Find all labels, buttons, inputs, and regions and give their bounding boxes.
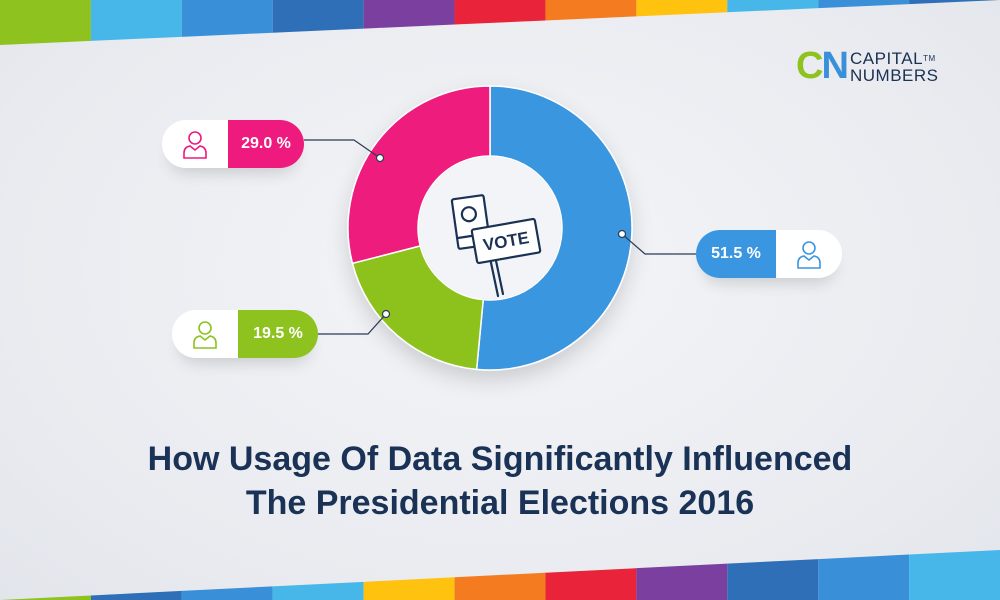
leader-dot <box>381 309 391 319</box>
stripe-segment <box>272 581 364 600</box>
logo-initials: CN <box>796 45 849 87</box>
stripe-segment <box>909 550 1000 600</box>
stripe-segment <box>727 0 819 13</box>
stripe-segment <box>636 0 728 17</box>
stripe-segment <box>454 572 546 600</box>
person-icon <box>172 310 238 358</box>
stripe-segment <box>818 0 910 9</box>
leader-line <box>318 313 387 335</box>
stripe-segment <box>90 0 182 41</box>
stripe-segment <box>0 0 91 45</box>
slice-value-pink: 29.0 % <box>228 120 304 168</box>
stripe-segment <box>818 554 910 600</box>
leader-dot <box>375 153 385 163</box>
stripe-segment <box>363 0 455 29</box>
logo-words: CAPITALTM NUMBERS <box>850 50 939 84</box>
leader-lines <box>304 139 696 335</box>
stripe-segment <box>545 568 637 600</box>
slice-label-blue: 51.5 % <box>696 230 842 278</box>
leader-dot <box>617 229 627 239</box>
leader-line <box>304 139 381 159</box>
logo-line-2: NUMBERS <box>850 66 939 85</box>
bottom-color-stripes <box>0 550 1000 600</box>
brand-logo: CN CAPITALTM NUMBERS <box>796 46 966 90</box>
vote-sign-icon: VOTE <box>450 194 542 298</box>
title-line-1: How Usage Of Data Significantly Influenc… <box>147 440 853 478</box>
slice-label-green: 19.5 % <box>172 310 318 358</box>
slice-value-green: 19.5 % <box>238 310 318 358</box>
page-title: How Usage Of Data Significantly Influenc… <box>100 437 900 525</box>
person-icon <box>162 120 228 168</box>
stripe-segment <box>90 590 182 600</box>
stripe-segment <box>181 0 273 37</box>
leader-line <box>621 233 696 255</box>
slice-label-pink: 29.0 % <box>162 120 304 168</box>
person-icon <box>776 230 842 278</box>
title-line-2: The Presidential Elections 2016 <box>245 484 755 522</box>
slice-value-blue: 51.5 % <box>696 230 776 278</box>
top-color-stripes <box>0 0 1000 45</box>
stripe-segment <box>272 0 364 33</box>
slice-green <box>351 244 485 371</box>
stripe-segment <box>727 559 819 600</box>
logo-line-1: CAPITAL <box>850 49 924 68</box>
stripe-segment <box>545 0 637 21</box>
donut-slices <box>347 85 633 371</box>
slice-pink <box>347 85 491 265</box>
stripe-segment <box>454 0 546 25</box>
stripe-segment <box>0 595 91 600</box>
slice-blue <box>475 85 633 371</box>
stripe-segment <box>363 577 455 600</box>
stripe-segment <box>909 0 1000 5</box>
stripe-segment <box>636 563 728 600</box>
logo-trademark: TM <box>923 54 936 63</box>
